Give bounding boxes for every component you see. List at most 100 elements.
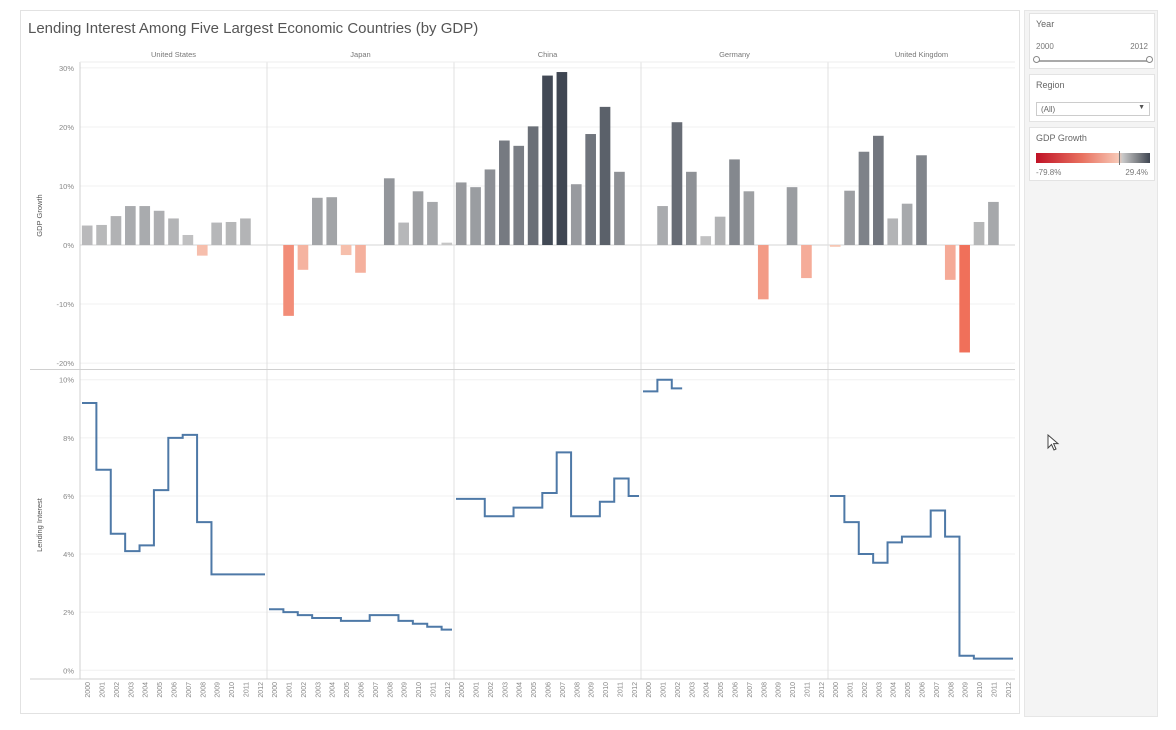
x-year-tick-label: 2004 [330,682,337,698]
gdp-y-tick-label: -10% [56,300,74,309]
x-year-tick-label: 2010 [790,682,797,698]
x-year-tick-label: 2000 [833,682,840,698]
x-year-tick-label: 2003 [315,682,322,698]
gdp-growth-legend-card: GDP Growth -79.8% 29.4% [1029,127,1155,181]
x-year-tick-label: 2007 [186,682,193,698]
x-year-tick-label: 2006 [172,682,179,698]
gdp-growth-bar [743,191,755,246]
x-year-tick-label: 2011 [243,682,250,697]
x-year-tick-label: 2000 [646,682,653,698]
lending-interest-line [830,494,1013,660]
gdp-growth-bar [988,201,999,246]
gdp-growth-bar [599,106,611,246]
x-year-tick-label: 2008 [761,682,768,698]
gdp-growth-bar [211,222,222,246]
x-year-tick-label: 2006 [546,682,553,698]
x-year-tick-label: 2011 [430,682,437,697]
column-header: United States [151,50,196,59]
gdp-growth-bar [427,201,438,246]
gdp-growth-bar [297,245,309,270]
gdp-growth-bar [729,159,740,246]
column-header: China [538,50,558,59]
lending-interest-line [269,608,452,631]
x-year-tick-label: 2006 [359,682,366,698]
gdp-growth-bar [714,216,726,246]
gdp-growth-gradient [1036,153,1150,163]
gdp-growth-bar [801,245,812,279]
lending-interest-line [82,401,265,576]
x-year-tick-label: 2007 [373,682,380,698]
x-year-tick-label: 2006 [920,682,927,698]
gdp-growth-bar [973,221,985,246]
column-header: Germany [719,50,750,59]
x-year-tick-label: 2008 [574,682,581,698]
gdp-y-tick-label: 30% [59,64,74,73]
gdp-growth-bar [873,135,884,246]
x-year-tick-label: 2005 [718,682,725,698]
region-filter-card: Region (All) ▼ [1029,74,1155,122]
x-year-tick-label: 2000 [272,682,279,698]
gdp-growth-bar [196,245,208,256]
gdp-growth-bar [671,122,683,246]
x-year-tick-label: 2005 [344,682,351,698]
region-dropdown[interactable]: (All) ▼ [1036,102,1150,116]
gdp-growth-bar [225,221,237,246]
gdp-growth-bar [527,126,539,246]
year-slider-end-handle[interactable] [1146,56,1153,63]
x-year-tick-label: 2011 [804,682,811,697]
x-year-tick-label: 2001 [100,682,107,698]
gdp-growth-bar [312,197,323,246]
x-year-tick-label: 2007 [747,682,754,698]
x-year-tick-label: 2008 [948,682,955,698]
x-year-tick-label: 2012 [632,682,639,698]
lending-interest-line [456,451,639,518]
gdp-y-tick-label: 0% [63,241,74,250]
x-year-tick-label: 2010 [977,682,984,698]
region-dropdown-value: (All) [1041,105,1056,114]
gdp-legend-min: -79.8% [1036,168,1062,177]
gdp-growth-bar [182,234,194,246]
x-year-tick-label: 2008 [387,682,394,698]
gdp-growth-bar [168,218,179,246]
gdp-growth-bar [484,169,496,246]
gdp-growth-bar [614,171,625,246]
year-slider-track[interactable] [1033,56,1153,63]
x-year-tick-label: 2002 [114,682,121,698]
x-year-tick-label: 2002 [301,682,308,698]
lending-y-tick-label: 6% [63,492,74,501]
x-year-tick-label: 2001 [848,682,855,698]
gdp-growth-bar [499,140,510,246]
x-year-tick-label: 2010 [229,682,236,698]
gdp-y-tick-label: 10% [59,182,74,191]
gdp-growth-bar [944,245,956,280]
filter-panel: Year 2000 2012 Region (All) ▼ GDP Growth… [1024,10,1158,717]
mouse-cursor-icon [1047,434,1060,451]
lending-y-tick-label: 10% [59,376,74,385]
gdp-growth-bar [441,242,453,246]
region-filter-label: Region [1036,80,1065,90]
gdp-growth-bar [916,155,927,246]
gdp-growth-bar [657,206,668,246]
gdp-growth-bar [786,187,798,246]
lending-interest-axis-title: Lending Interest [35,497,44,552]
x-year-tick-label: 2006 [733,682,740,698]
chevron-down-icon: ▼ [1138,104,1145,111]
gdp-growth-bar [96,224,107,246]
lending-interest-line [643,378,683,393]
x-year-tick-label: 2004 [891,682,898,698]
x-year-tick-label: 2012 [819,682,826,698]
gdp-y-tick-label: -20% [56,359,74,368]
x-year-tick-label: 2004 [704,682,711,698]
year-slider-start-handle[interactable] [1033,56,1040,63]
x-year-tick-label: 2007 [560,682,567,698]
x-year-tick-label: 2004 [517,682,524,698]
x-year-tick-label: 2009 [776,682,783,698]
x-year-tick-label: 2003 [689,682,696,698]
lending-y-tick-label: 8% [63,434,74,443]
x-year-tick-label: 2001 [474,682,481,698]
gdp-growth-bar [470,187,481,246]
gdp-growth-bar [542,75,553,246]
year-filter-label: Year [1036,19,1055,29]
x-year-tick-label: 2005 [905,682,912,698]
year-max-label: 2012 [1130,42,1148,51]
